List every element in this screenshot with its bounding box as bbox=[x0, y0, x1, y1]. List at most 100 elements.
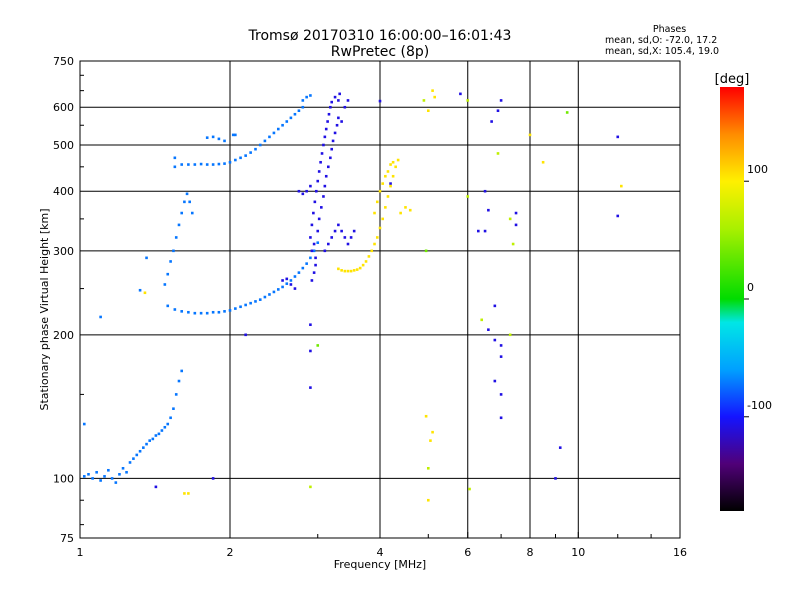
data-point bbox=[228, 160, 232, 164]
colorbar-gradient bbox=[720, 87, 744, 511]
y-tick-label: 600 bbox=[53, 101, 74, 114]
data-point bbox=[193, 311, 197, 315]
colorbar-tick-label: 100 bbox=[747, 163, 768, 176]
data-point bbox=[386, 170, 390, 173]
data-point bbox=[323, 184, 327, 188]
data-point bbox=[431, 89, 434, 92]
data-point bbox=[422, 99, 426, 102]
data-point bbox=[231, 133, 235, 137]
data-point bbox=[349, 269, 353, 273]
data-point bbox=[389, 163, 392, 166]
data-point bbox=[399, 211, 402, 215]
data-point bbox=[312, 249, 316, 253]
data-point bbox=[320, 206, 323, 209]
data-point bbox=[312, 271, 316, 274]
data-point bbox=[541, 160, 545, 164]
data-point bbox=[142, 446, 145, 449]
data-point bbox=[281, 123, 284, 127]
data-point bbox=[433, 95, 436, 99]
data-point bbox=[337, 223, 340, 227]
data-point bbox=[389, 184, 392, 188]
data-point bbox=[151, 437, 155, 441]
data-point bbox=[228, 309, 232, 312]
data-point bbox=[145, 256, 148, 260]
data-point bbox=[183, 200, 186, 204]
data-point bbox=[244, 333, 247, 337]
data-point bbox=[163, 283, 167, 286]
data-point bbox=[352, 229, 356, 233]
data-point bbox=[312, 242, 316, 246]
data-point bbox=[211, 477, 215, 480]
colorbar-label: [deg] bbox=[715, 72, 750, 87]
data-point bbox=[110, 477, 114, 480]
data-point bbox=[327, 242, 330, 246]
data-point bbox=[378, 99, 382, 103]
data-point bbox=[177, 223, 181, 227]
y-tick-label: 400 bbox=[53, 185, 74, 198]
data-point bbox=[466, 99, 470, 102]
data-point bbox=[254, 147, 257, 151]
data-point bbox=[91, 477, 94, 480]
data-point bbox=[305, 189, 308, 193]
x-tick-label: 1 bbox=[77, 546, 84, 559]
data-point bbox=[107, 468, 110, 472]
data-point bbox=[373, 211, 376, 215]
data-point bbox=[320, 152, 324, 155]
data-point bbox=[322, 143, 325, 147]
data-point bbox=[268, 135, 271, 139]
data-point bbox=[205, 136, 209, 139]
data-point bbox=[211, 163, 215, 166]
data-point bbox=[468, 487, 471, 491]
data-point bbox=[143, 291, 147, 295]
y-axis-label: Stationary phase Virtual Height [km] bbox=[38, 208, 51, 410]
data-point bbox=[391, 160, 395, 164]
data-point bbox=[187, 310, 190, 314]
data-point bbox=[309, 94, 312, 97]
data-point bbox=[324, 174, 328, 178]
data-point bbox=[285, 282, 289, 285]
data-point bbox=[429, 439, 432, 442]
data-point bbox=[490, 120, 493, 123]
phases-heading: Phases bbox=[652, 24, 687, 35]
data-point bbox=[285, 277, 289, 281]
data-point bbox=[138, 449, 142, 453]
data-point bbox=[281, 285, 284, 289]
data-point bbox=[234, 158, 237, 162]
data-point bbox=[148, 439, 152, 442]
data-point bbox=[154, 485, 158, 489]
data-point bbox=[330, 147, 334, 151]
data-point bbox=[378, 226, 382, 230]
data-point bbox=[244, 303, 247, 307]
data-point bbox=[138, 288, 142, 292]
x-tick-label: 6 bbox=[464, 546, 471, 559]
data-point bbox=[173, 308, 177, 311]
data-point bbox=[199, 311, 203, 315]
data-point bbox=[163, 425, 167, 429]
data-point bbox=[381, 217, 384, 221]
data-point bbox=[276, 127, 280, 131]
phases-legend: Phases mean, sd,O: -72.0, 17.2 mean, sd,… bbox=[605, 24, 719, 57]
data-point bbox=[499, 344, 503, 347]
data-point bbox=[375, 236, 379, 239]
data-point bbox=[340, 269, 343, 272]
data-point bbox=[281, 279, 284, 282]
data-point bbox=[199, 162, 203, 166]
data-point bbox=[483, 189, 487, 193]
data-point bbox=[87, 473, 90, 476]
data-point bbox=[499, 393, 503, 396]
data-point bbox=[508, 217, 512, 221]
data-point bbox=[487, 328, 490, 331]
data-point bbox=[99, 479, 102, 482]
data-point bbox=[103, 475, 106, 478]
data-point bbox=[180, 163, 184, 166]
y-tick-label: 750 bbox=[53, 55, 74, 68]
data-point bbox=[459, 92, 462, 96]
data-point bbox=[223, 139, 226, 143]
data-point bbox=[493, 338, 497, 342]
data-point bbox=[173, 165, 177, 169]
data-point bbox=[263, 295, 267, 299]
data-point bbox=[187, 163, 190, 166]
data-point bbox=[317, 217, 321, 221]
data-point bbox=[217, 162, 221, 166]
data-point bbox=[466, 195, 470, 198]
